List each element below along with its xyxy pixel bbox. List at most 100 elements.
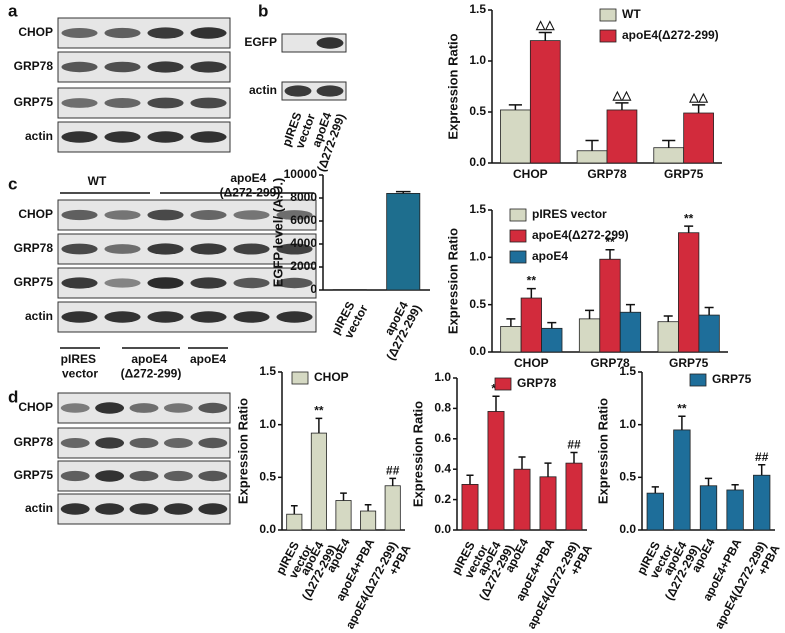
- error-bar: [395, 190, 411, 194]
- x-tick-label: GRP75: [669, 356, 709, 370]
- y-tick-label: 2000: [290, 259, 317, 273]
- y-axis-label: EGFP level/ (A.U.): [270, 178, 285, 288]
- legend-label: CHOP: [314, 370, 349, 384]
- y-tick-label: 0.5: [469, 297, 486, 311]
- blot-band: [95, 437, 125, 449]
- error-bar: [506, 318, 516, 327]
- bar: [653, 147, 685, 164]
- blot-band: [61, 131, 98, 143]
- group-label: apoE4 (Δ272-299): [220, 171, 281, 199]
- x-tick-label: apoE4 (Δ272-299): [372, 296, 424, 362]
- significance-label: △△: [688, 90, 708, 104]
- error-bar: [615, 102, 629, 110]
- blot-band: [129, 437, 159, 449]
- blot-band: [61, 243, 98, 255]
- blot-band: [316, 85, 344, 97]
- blot-band: [147, 97, 184, 109]
- bar: [646, 492, 664, 531]
- y-tick-label: 10000: [284, 167, 318, 181]
- blot-band: [129, 503, 159, 515]
- blot-row-label: CHOP: [18, 207, 53, 221]
- error-bar: [684, 225, 694, 233]
- blot-row-label: actin: [25, 129, 53, 143]
- y-tick-label: 0.0: [434, 522, 451, 536]
- error-bar: [547, 321, 557, 329]
- legend-label: apoE4(Δ272-299): [532, 228, 629, 242]
- significance-label: **: [527, 274, 537, 288]
- error-bar: [315, 417, 323, 434]
- legend-label: apoE4: [532, 249, 568, 263]
- y-tick-label: 1.5: [469, 202, 486, 216]
- blot-band: [61, 61, 98, 73]
- error-bar: [290, 505, 298, 515]
- blot-band: [104, 244, 141, 254]
- blot-band: [61, 209, 98, 221]
- panel-letter: b: [258, 1, 268, 20]
- error-bar: [466, 474, 474, 485]
- bar: [698, 314, 720, 353]
- blot-band: [163, 470, 193, 482]
- blot-band: [198, 437, 228, 449]
- legend-swatch: [509, 208, 527, 222]
- legend-swatch: [689, 373, 707, 387]
- y-tick-label: 0.0: [469, 155, 486, 169]
- blot-band: [60, 438, 90, 448]
- x-tick-label: CHOP: [514, 356, 549, 370]
- bar: [500, 326, 522, 353]
- blot-band: [104, 131, 141, 143]
- blot-band: [61, 277, 98, 289]
- blot-band: [104, 61, 141, 73]
- blot-band: [104, 210, 141, 220]
- legend-swatch: [599, 29, 617, 43]
- legend-swatch: [291, 371, 309, 385]
- blot-band: [147, 131, 184, 143]
- blot-band: [129, 403, 159, 413]
- blot-strip: [57, 267, 317, 299]
- y-tick-label: 0.8: [434, 401, 451, 415]
- blot-band: [61, 311, 98, 323]
- error-bar: [364, 503, 372, 512]
- panel-letter: c: [8, 174, 17, 193]
- y-tick-label: 1.0: [469, 250, 486, 264]
- blot-band: [129, 470, 159, 482]
- blot-band: [104, 98, 141, 108]
- significance-label: ##: [386, 464, 400, 478]
- x-tick-label: CHOP: [513, 167, 548, 181]
- error-bar: [731, 483, 739, 490]
- x-tick-label: pIRES vector: [329, 296, 371, 343]
- bar: [726, 489, 744, 531]
- y-tick-label: 4000: [290, 236, 317, 250]
- blot-band: [147, 209, 184, 221]
- error-bar: [389, 477, 397, 486]
- legend-label: pIRES vector: [532, 207, 607, 221]
- bar: [619, 311, 642, 353]
- blot-band: [147, 277, 184, 289]
- blot-band: [316, 37, 344, 49]
- bar: [565, 462, 583, 531]
- bar: [576, 150, 608, 164]
- blot-row-label: GRP75: [14, 468, 54, 482]
- y-tick-label: 0.6: [434, 431, 451, 445]
- error-bar: [538, 31, 552, 41]
- error-bar: [585, 139, 599, 151]
- blot-band: [147, 311, 184, 323]
- blot-row-label: actin: [25, 501, 53, 515]
- error-bar: [508, 104, 522, 110]
- blot-band: [147, 243, 184, 255]
- blot-band: [190, 27, 227, 39]
- y-axis-label: Expression Ratio: [235, 398, 250, 504]
- error-bar: [692, 104, 706, 114]
- legend-swatch: [494, 377, 512, 391]
- error-bar: [704, 477, 713, 486]
- legend-label: GRP75: [712, 372, 752, 386]
- error-bar: [518, 456, 526, 470]
- blot-row-label: actin: [25, 309, 53, 323]
- y-tick-label: 0.5: [259, 470, 276, 484]
- x-tick-label: GRP78: [590, 356, 630, 370]
- error-bar: [570, 451, 578, 464]
- y-tick-label: 0: [310, 282, 317, 296]
- y-tick-label: 0.0: [469, 344, 486, 358]
- y-tick-label: 1.0: [434, 370, 451, 384]
- blot-band: [190, 97, 227, 109]
